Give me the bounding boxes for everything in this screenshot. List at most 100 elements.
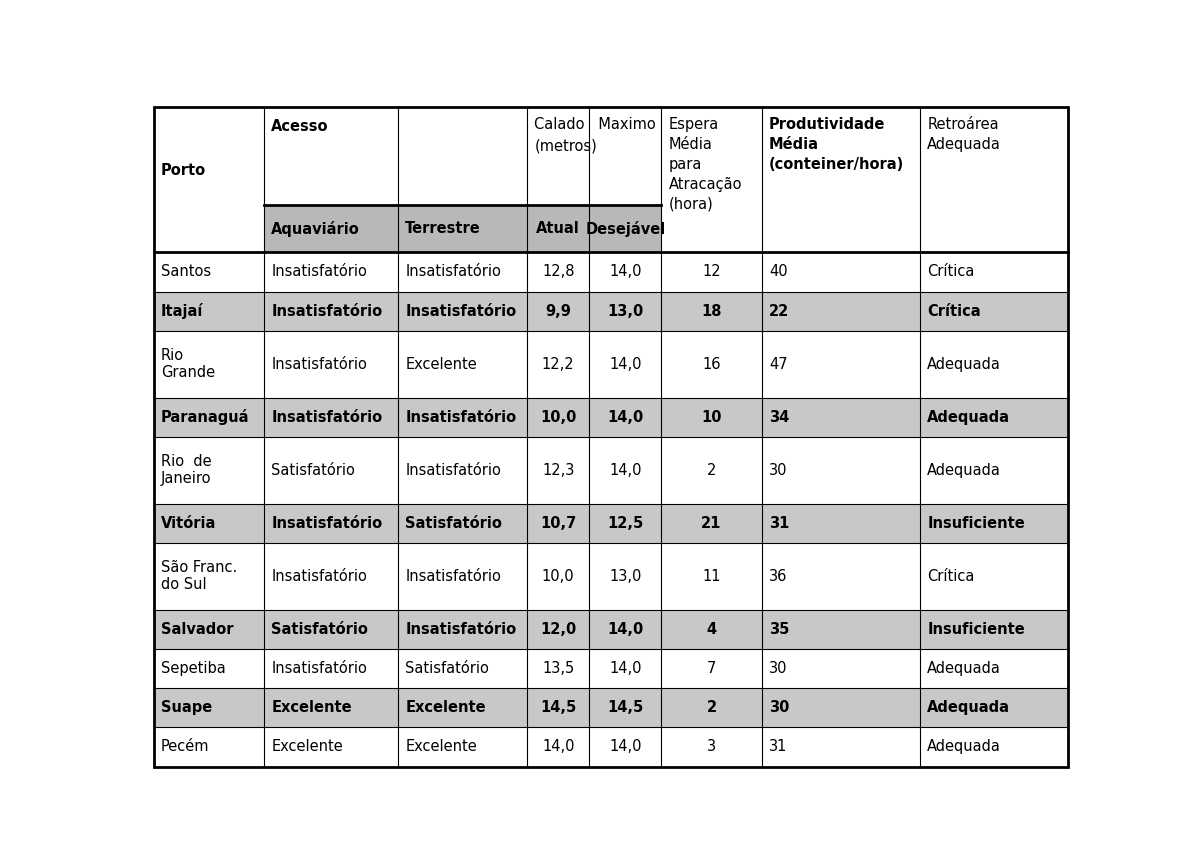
Text: Excelente: Excelente bbox=[405, 740, 477, 754]
Text: 14,0: 14,0 bbox=[609, 740, 641, 754]
Text: 14,5: 14,5 bbox=[607, 700, 644, 715]
Text: Insatisfatório: Insatisfatório bbox=[405, 304, 516, 318]
Text: 14,0: 14,0 bbox=[609, 463, 641, 477]
Text: Insatisfatório: Insatisfatório bbox=[271, 410, 383, 425]
Text: Insuficiente: Insuficiente bbox=[927, 622, 1025, 637]
Text: Excelente: Excelente bbox=[271, 740, 343, 754]
Text: Adequada: Adequada bbox=[927, 700, 1010, 715]
Text: Insatisfatório: Insatisfatório bbox=[271, 265, 367, 279]
Text: Suape: Suape bbox=[161, 700, 212, 715]
Text: Vitória: Vitória bbox=[161, 516, 217, 530]
Text: Calado   Maximo
(metros): Calado Maximo (metros) bbox=[534, 117, 657, 153]
Text: 34: 34 bbox=[769, 410, 789, 425]
Text: Insatisfatório: Insatisfatório bbox=[271, 516, 383, 530]
Text: Sepetiba: Sepetiba bbox=[161, 661, 225, 676]
Text: Atual: Atual bbox=[536, 221, 581, 236]
Text: 14,0: 14,0 bbox=[607, 410, 644, 425]
Text: Insatisfatório: Insatisfatório bbox=[271, 304, 383, 318]
Text: 14,0: 14,0 bbox=[542, 740, 575, 754]
Bar bbox=[154, 727, 1068, 766]
Text: Pecém: Pecém bbox=[161, 740, 210, 754]
Text: Paranaguá: Paranaguá bbox=[161, 409, 249, 426]
Text: 13,0: 13,0 bbox=[607, 304, 644, 318]
Text: Santos: Santos bbox=[161, 265, 211, 279]
Text: Insatisfatório: Insatisfatório bbox=[405, 410, 516, 425]
Text: Insatisfatório: Insatisfatório bbox=[271, 568, 367, 584]
Text: 12,8: 12,8 bbox=[542, 265, 575, 279]
Text: Acesso: Acesso bbox=[271, 119, 329, 134]
Text: Excelente: Excelente bbox=[405, 356, 477, 372]
Bar bbox=[154, 610, 1068, 649]
Text: 31: 31 bbox=[769, 740, 788, 754]
Bar bbox=[154, 543, 1068, 610]
Bar bbox=[154, 437, 1068, 503]
Text: Retroárea
Adequada: Retroárea Adequada bbox=[927, 117, 1001, 152]
Text: 12,0: 12,0 bbox=[540, 622, 577, 637]
Text: 14,0: 14,0 bbox=[607, 622, 644, 637]
Text: Desejável: Desejável bbox=[585, 221, 665, 237]
Text: Adequada: Adequada bbox=[927, 410, 1010, 425]
Text: Aquaviário: Aquaviário bbox=[271, 221, 360, 237]
Text: Salvador: Salvador bbox=[161, 622, 234, 637]
Text: Insatisfatório: Insatisfatório bbox=[271, 356, 367, 372]
Bar bbox=[154, 107, 1068, 205]
Text: 10: 10 bbox=[701, 410, 721, 425]
Text: 31: 31 bbox=[769, 516, 789, 530]
Text: Produtividade
Média
(conteiner/hora): Produtividade Média (conteiner/hora) bbox=[769, 117, 905, 172]
Text: Insatisfatório: Insatisfatório bbox=[271, 661, 367, 676]
Text: Satisfatório: Satisfatório bbox=[405, 661, 489, 676]
Text: 13,5: 13,5 bbox=[542, 661, 575, 676]
Text: 13,0: 13,0 bbox=[609, 568, 641, 584]
Text: 11: 11 bbox=[702, 568, 721, 584]
Text: Adequada: Adequada bbox=[927, 356, 1001, 372]
Text: Excelente: Excelente bbox=[271, 700, 352, 715]
Bar bbox=[154, 292, 1068, 330]
Text: Itajaí: Itajaí bbox=[161, 304, 204, 319]
Bar bbox=[154, 649, 1068, 688]
Text: 12,5: 12,5 bbox=[607, 516, 644, 530]
Bar bbox=[154, 503, 1068, 543]
Text: Adequada: Adequada bbox=[927, 661, 1001, 676]
Text: 2: 2 bbox=[707, 463, 716, 477]
Bar bbox=[154, 253, 1068, 292]
Text: 30: 30 bbox=[769, 700, 789, 715]
Bar bbox=[154, 688, 1068, 727]
Text: 3: 3 bbox=[707, 740, 716, 754]
Text: 16: 16 bbox=[702, 356, 721, 372]
Text: Insatisfatório: Insatisfatório bbox=[405, 265, 501, 279]
Bar bbox=[263, 205, 662, 253]
Text: 35: 35 bbox=[769, 622, 789, 637]
Text: Rio
Grande: Rio Grande bbox=[161, 348, 215, 381]
Text: 14,0: 14,0 bbox=[609, 265, 641, 279]
Text: Crítica: Crítica bbox=[927, 304, 981, 318]
Text: Satisfatório: Satisfatório bbox=[271, 622, 368, 637]
Text: 10,7: 10,7 bbox=[540, 516, 577, 530]
Text: 9,9: 9,9 bbox=[545, 304, 571, 318]
Text: Insuficiente: Insuficiente bbox=[927, 516, 1025, 530]
Text: Porto: Porto bbox=[161, 163, 206, 178]
Text: 2: 2 bbox=[707, 700, 716, 715]
Text: Rio  de
Janeiro: Rio de Janeiro bbox=[161, 454, 212, 486]
Text: 10,0: 10,0 bbox=[542, 568, 575, 584]
Text: Excelente: Excelente bbox=[405, 700, 486, 715]
Text: Adequada: Adequada bbox=[927, 463, 1001, 477]
Text: Insatisfatório: Insatisfatório bbox=[405, 622, 516, 637]
Text: 40: 40 bbox=[769, 265, 788, 279]
Text: 18: 18 bbox=[701, 304, 721, 318]
Text: 10,0: 10,0 bbox=[540, 410, 577, 425]
Text: 22: 22 bbox=[769, 304, 789, 318]
Text: 12: 12 bbox=[702, 265, 721, 279]
Text: 21: 21 bbox=[701, 516, 721, 530]
Text: 36: 36 bbox=[769, 568, 788, 584]
Text: Insatisfatório: Insatisfatório bbox=[405, 568, 501, 584]
Text: 12,2: 12,2 bbox=[542, 356, 575, 372]
Text: 30: 30 bbox=[769, 463, 788, 477]
Bar bbox=[154, 398, 1068, 437]
Text: 30: 30 bbox=[769, 661, 788, 676]
Text: 7: 7 bbox=[707, 661, 716, 676]
Text: Crítica: Crítica bbox=[927, 265, 975, 279]
Text: Terrestre: Terrestre bbox=[405, 221, 480, 236]
Text: 47: 47 bbox=[769, 356, 788, 372]
Text: 12,3: 12,3 bbox=[542, 463, 575, 477]
Text: Satisfatório: Satisfatório bbox=[271, 463, 355, 477]
